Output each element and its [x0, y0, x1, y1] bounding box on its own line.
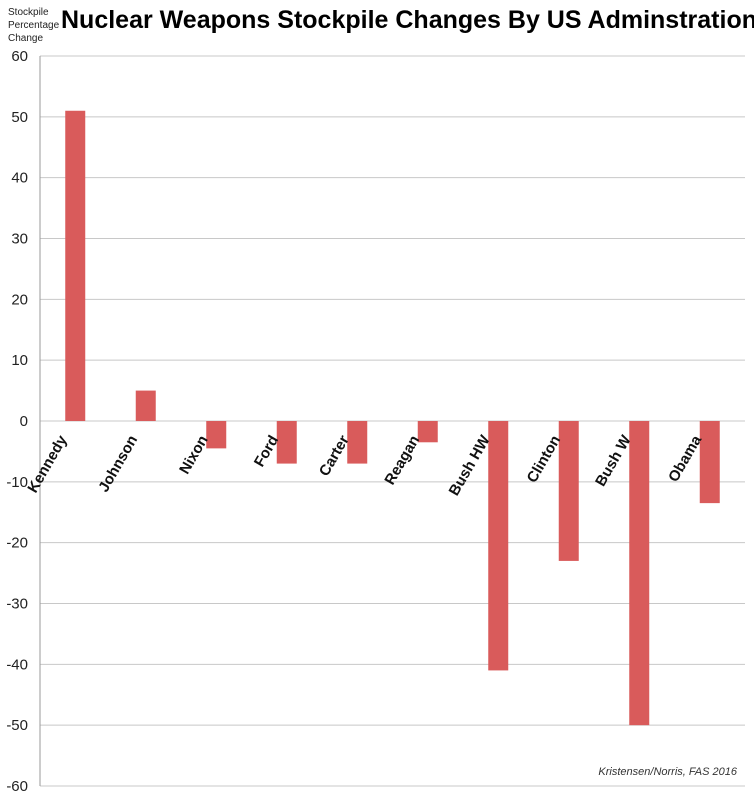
bar: [699, 421, 720, 504]
category-label: Johnson: [95, 433, 141, 496]
bar: [276, 421, 297, 464]
category-label: Bush W: [592, 432, 635, 490]
y-axis-label: Stockpile Percentage Change: [8, 7, 60, 44]
y-tick-label: -20: [6, 535, 28, 552]
y-tick-label: 0: [20, 413, 28, 430]
y-tick-label: -30: [6, 596, 28, 613]
bar: [558, 421, 579, 561]
y-tick-label: -10: [6, 474, 28, 491]
y-tick-label: 60: [11, 48, 28, 65]
category-label: Nixon: [176, 433, 212, 478]
y-tick-label: 10: [11, 352, 28, 369]
y-axis-label-line: Stockpile: [8, 7, 49, 18]
gridlines: [39, 55, 745, 787]
bar: [629, 421, 650, 726]
y-tick-label: 40: [11, 170, 28, 187]
bar: [417, 421, 438, 443]
category-label: Obama: [665, 432, 705, 485]
y-tick-label: -40: [6, 656, 28, 673]
y-axis-label-line: Percentage: [8, 20, 60, 31]
category-label: Reagan: [381, 433, 423, 488]
category-label: Bush HW: [446, 432, 494, 499]
bar: [488, 421, 509, 671]
bar: [347, 421, 368, 464]
y-tick-labels: 60 50 40 30 20 10 0 -10 -20 -30 -40 -50 -60: [6, 48, 28, 795]
source-note: Kristensen/Norris, FAS 2016: [598, 766, 737, 778]
y-tick-label: 30: [11, 231, 28, 248]
y-tick-label: 20: [11, 291, 28, 308]
y-tick-label: 50: [11, 109, 28, 126]
category-label: Kennedy: [24, 432, 71, 496]
bar: [65, 110, 86, 421]
bars: [65, 110, 720, 726]
y-tick-label: -50: [6, 717, 28, 734]
y-axis-label-line: Change: [8, 33, 43, 44]
category-label: Clinton: [524, 433, 565, 486]
y-tick-label: -60: [6, 778, 28, 795]
chart-title: Nuclear Weapons Stockpile Changes By US …: [61, 6, 754, 34]
bar: [135, 390, 156, 421]
bar: [206, 421, 227, 449]
